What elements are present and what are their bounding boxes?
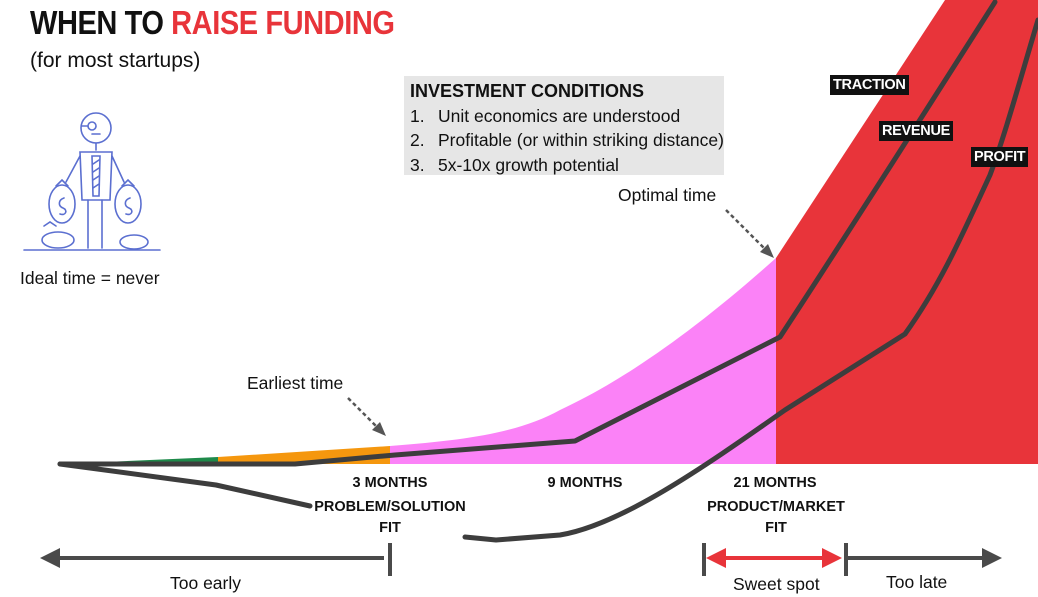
traction-curve (57, 0, 998, 467)
condition-text: Profitable (or within striking distance) (438, 130, 724, 150)
milestone-3-months: 3 MONTHS (352, 475, 428, 491)
sweet-spot-label: Sweet spot (733, 574, 820, 594)
condition-item: 1. Unit economics are understood (410, 104, 724, 129)
problem-solution-fit-label: PROBLEM/SOLUTION FIT (310, 497, 470, 539)
revenue-curve (57, 461, 313, 509)
optimal-time-arrow (725, 209, 769, 253)
product-market-line-1: PRODUCT/MARKET (707, 499, 845, 515)
optimal-time-label: Optimal time (618, 185, 717, 205)
revenue-tag: REVENUE (879, 121, 953, 141)
condition-number: 3. (410, 154, 425, 175)
investment-conditions-heading: INVESTMENT CONDITIONS (410, 81, 645, 101)
page-title: WHEN TO RAISE FUNDING (30, 4, 395, 42)
condition-text: Unit economics are understood (438, 105, 681, 126)
too-late-range (844, 543, 1002, 576)
traction-tag: TRACTION (830, 75, 909, 95)
investor-sketch-icon (23, 112, 161, 251)
problem-solution-line-1: PROBLEM/SOLUTION (314, 499, 466, 515)
condition-item: 2. Profitable (or within striking distanc… (410, 128, 724, 153)
title-part-2: RAISE FUNDING (171, 4, 395, 41)
product-market-fit-label: PRODUCT/MARKET FIT (696, 497, 856, 539)
sweet-spot-range (702, 543, 842, 576)
problem-solution-line-2: FIT (379, 520, 401, 536)
profit-tag: PROFIT (971, 147, 1029, 167)
condition-item: 3. 5x-10x growth potential (410, 153, 724, 178)
too-early-label: Too early (170, 573, 242, 593)
growth-region (390, 258, 776, 464)
page-subtitle: (for most startups) (30, 49, 201, 72)
milestone-9-months: 9 MONTHS (547, 475, 623, 491)
title-part-1: WHEN TO (30, 4, 172, 41)
too-late-region (776, 0, 1038, 464)
optimal-arrowhead (760, 244, 774, 258)
condition-number: 1. (410, 105, 425, 126)
earliest-arrowhead (372, 422, 386, 436)
profit-curve (462, 17, 1038, 543)
ideal-time-label: Ideal time = never (20, 268, 160, 288)
milestone-21-months: 21 MONTHS (733, 475, 817, 491)
investment-conditions-box: INVESTMENT CONDITIONS 1. Unit economics a… (404, 76, 724, 175)
earliest-time-label: Earliest time (247, 373, 344, 393)
too-early-range (40, 543, 392, 576)
product-market-line-2: FIT (765, 520, 787, 536)
earliest-time-arrow (347, 397, 381, 431)
condition-text: 5x-10x growth potential (438, 154, 619, 175)
too-late-label: Too late (886, 572, 948, 592)
condition-number: 2. (410, 130, 425, 150)
